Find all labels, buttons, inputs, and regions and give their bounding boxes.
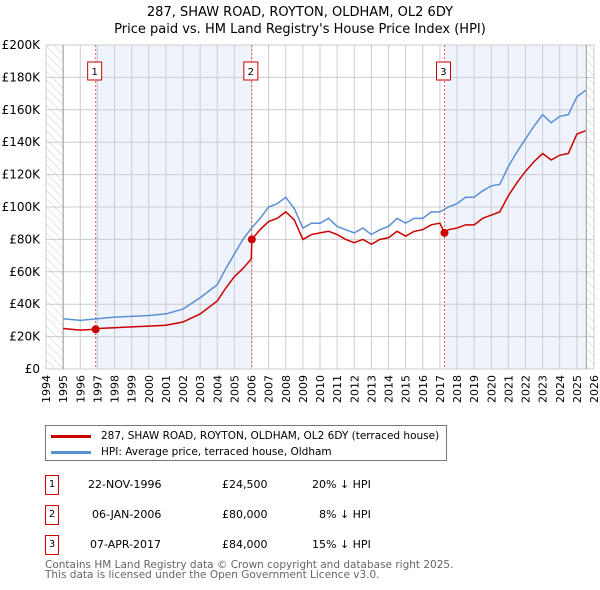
legend-item-property: 287, SHAW ROAD, ROYTON, OLDHAM, OL2 6DY … bbox=[51, 430, 439, 442]
sale-date: 22-NOV-1996 bbox=[88, 478, 162, 491]
x-tick-label: 2025 bbox=[571, 375, 584, 403]
sale-marker-number: 1 bbox=[91, 67, 97, 78]
y-tick-label: £40K bbox=[9, 297, 41, 311]
y-tick-label: £160K bbox=[2, 103, 42, 117]
sale-row: 1 22-NOV-1996 £24,500 20% ↓ HPI bbox=[45, 475, 445, 495]
y-tick-label: £200K bbox=[2, 38, 42, 52]
sale-marker-label: 3 bbox=[45, 535, 59, 555]
chart-subtitle: Price paid vs. HM Land Registry's House … bbox=[114, 22, 486, 37]
hpi-line bbox=[63, 89, 586, 322]
x-tick-label: 2014 bbox=[383, 375, 396, 403]
y-tick-label: £120K bbox=[2, 168, 42, 182]
x-tick-label: 2000 bbox=[143, 375, 156, 403]
footer: Contains HM Land Registry data © Crown c… bbox=[45, 559, 454, 581]
x-tick-label: 2018 bbox=[451, 375, 464, 403]
sale-marker-label: 2 bbox=[45, 505, 59, 525]
x-tick-label: 1994 bbox=[40, 375, 53, 403]
legend-swatch-red bbox=[51, 434, 91, 438]
sale-point bbox=[247, 235, 256, 244]
sale-marker-box bbox=[243, 61, 259, 81]
y-tick-label: £80K bbox=[9, 232, 41, 246]
x-tick-label: 2016 bbox=[417, 375, 430, 403]
x-tick-label: 2006 bbox=[246, 375, 259, 403]
sale-delta: 20% ↓ HPI bbox=[312, 478, 371, 491]
legend: 287, SHAW ROAD, ROYTON, OLDHAM, OL2 6DY … bbox=[45, 425, 447, 461]
x-tick-label: 2012 bbox=[348, 375, 361, 403]
x-tick-label: 2026 bbox=[588, 375, 600, 403]
legend-item-hpi: HPI: Average price, terraced house, Oldh… bbox=[51, 446, 332, 458]
sale-delta: 8% ↓ HPI bbox=[319, 508, 371, 521]
legend-swatch-blue bbox=[51, 450, 91, 454]
sale-marker-box bbox=[87, 61, 103, 81]
sale-marker-number: 2 bbox=[248, 67, 254, 78]
x-tick-label: 1998 bbox=[109, 375, 122, 403]
y-tick-label: £180K bbox=[2, 70, 42, 84]
sale-price: £24,500 bbox=[222, 478, 268, 491]
x-tick-label: 2013 bbox=[365, 375, 378, 403]
x-tick-label: 1999 bbox=[126, 375, 139, 403]
x-tick-label: 2003 bbox=[194, 375, 207, 403]
sale-date: 06-JAN-2006 bbox=[92, 508, 162, 521]
y-tick-label: £20K bbox=[9, 330, 41, 344]
x-tick-label: 2019 bbox=[468, 375, 481, 403]
x-tick-label: 1995 bbox=[57, 375, 70, 403]
sale-delta: 15% ↓ HPI bbox=[312, 538, 371, 551]
x-tick-label: 2011 bbox=[331, 375, 344, 403]
y-tick-label: £100K bbox=[2, 200, 42, 214]
sale-date: 07-APR-2017 bbox=[90, 538, 162, 551]
y-tick-label: £140K bbox=[2, 135, 42, 149]
x-tick-label: 2010 bbox=[314, 375, 327, 403]
sale-point bbox=[440, 228, 449, 237]
sale-marker-box bbox=[435, 61, 451, 81]
x-tick-label: 2023 bbox=[537, 375, 550, 403]
x-tick-label: 1997 bbox=[91, 375, 104, 403]
y-tick-label: £0 bbox=[25, 362, 40, 376]
x-tick-label: 2009 bbox=[297, 375, 310, 403]
sale-marker-label: 1 bbox=[45, 475, 59, 495]
x-tick-label: 1996 bbox=[74, 375, 87, 403]
price-line bbox=[63, 130, 586, 331]
footer-line: This data is licensed under the Open Gov… bbox=[45, 569, 380, 581]
x-tick-label: 2007 bbox=[263, 375, 276, 403]
legend-label: 287, SHAW ROAD, ROYTON, OLDHAM, OL2 6DY … bbox=[101, 430, 440, 442]
x-tick-label: 2002 bbox=[177, 375, 190, 403]
sale-marker-number: 3 bbox=[440, 67, 446, 78]
x-tick-label: 2020 bbox=[485, 375, 498, 403]
x-tick-label: 2008 bbox=[280, 375, 293, 403]
footer-line: Contains HM Land Registry data © Crown c… bbox=[45, 559, 454, 571]
sale-row: 3 07-APR-2017 £84,000 15% ↓ HPI bbox=[45, 535, 445, 555]
sale-price: £80,000 bbox=[222, 508, 268, 521]
x-tick-label: 2017 bbox=[434, 375, 447, 403]
sale-point bbox=[91, 325, 100, 334]
x-tick-label: 2001 bbox=[160, 375, 173, 403]
x-tick-label: 2024 bbox=[554, 375, 567, 403]
chart-title: 287, SHAW ROAD, ROYTON, OLDHAM, OL2 6DY bbox=[146, 5, 454, 20]
legend-label: HPI: Average price, terraced house, Oldh… bbox=[101, 446, 332, 458]
sale-price: £84,000 bbox=[222, 538, 268, 551]
x-tick-label: 2021 bbox=[502, 375, 515, 403]
price-chart: 1994 1995 1996 1997 1998 1999 2000 2001 2002 2003… bbox=[2, 38, 600, 403]
x-tick-label: 2004 bbox=[211, 375, 224, 403]
sale-row: 2 06-JAN-2006 £80,000 8% ↓ HPI bbox=[45, 505, 445, 525]
y-tick-label: £60K bbox=[9, 265, 41, 279]
x-tick-label: 2005 bbox=[228, 375, 241, 403]
x-tick-label: 2022 bbox=[520, 375, 533, 403]
x-tick-label: 2015 bbox=[400, 375, 413, 403]
